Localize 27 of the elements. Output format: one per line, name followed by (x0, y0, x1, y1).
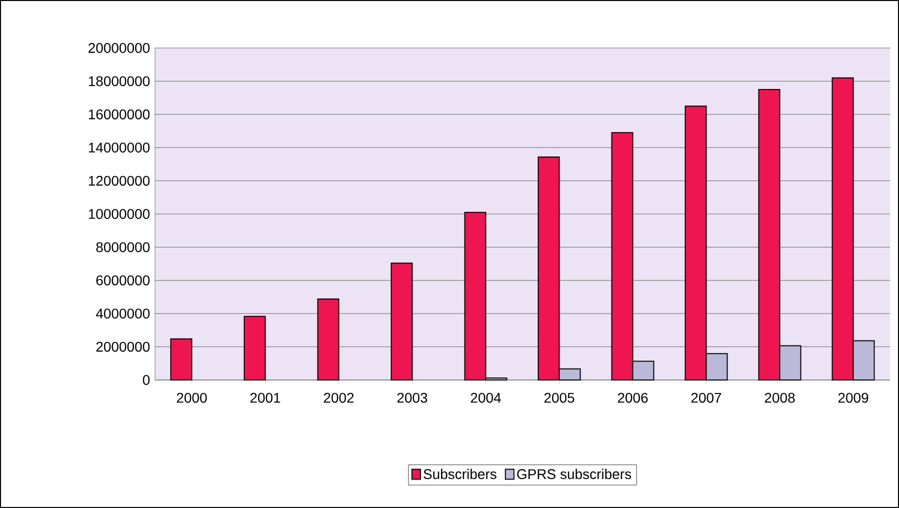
x-tick-label: 2001 (250, 392, 280, 403)
y-tick-label: 20000000 (88, 43, 150, 53)
y-tick-label: 8000000 (96, 242, 150, 252)
y-tick-label: 4000000 (96, 308, 150, 319)
x-tick-label: 2009 (838, 392, 868, 403)
x-tick-label: 2006 (618, 392, 648, 403)
y-tick-label: 12000000 (88, 176, 150, 186)
x-tick-label: 2002 (324, 392, 354, 403)
legend-label: Subscribers (424, 468, 496, 480)
x-tick-label: 2008 (764, 392, 795, 403)
y-tick-label: 18000000 (88, 76, 150, 86)
y-tick-label: 2000000 (96, 342, 150, 352)
x-tick-label: 2005 (544, 392, 574, 403)
bar (390, 262, 413, 380)
bar (317, 298, 340, 380)
legend-label: GPRS subscribers (517, 468, 632, 480)
x-tick-label: 2007 (691, 392, 722, 403)
x-tick-label: 2000 (176, 392, 207, 403)
y-tick-label: 0 (142, 375, 150, 385)
y-tick-label: 16000000 (88, 109, 150, 120)
y-tick-label: 6000000 (96, 275, 150, 286)
x-tick-label: 2004 (470, 392, 501, 403)
x-tick-label: 2003 (397, 392, 428, 403)
y-tick-label: 10000000 (88, 209, 150, 219)
y-tick-label: 14000000 (88, 142, 150, 153)
bar (170, 338, 192, 380)
bar (244, 316, 266, 380)
